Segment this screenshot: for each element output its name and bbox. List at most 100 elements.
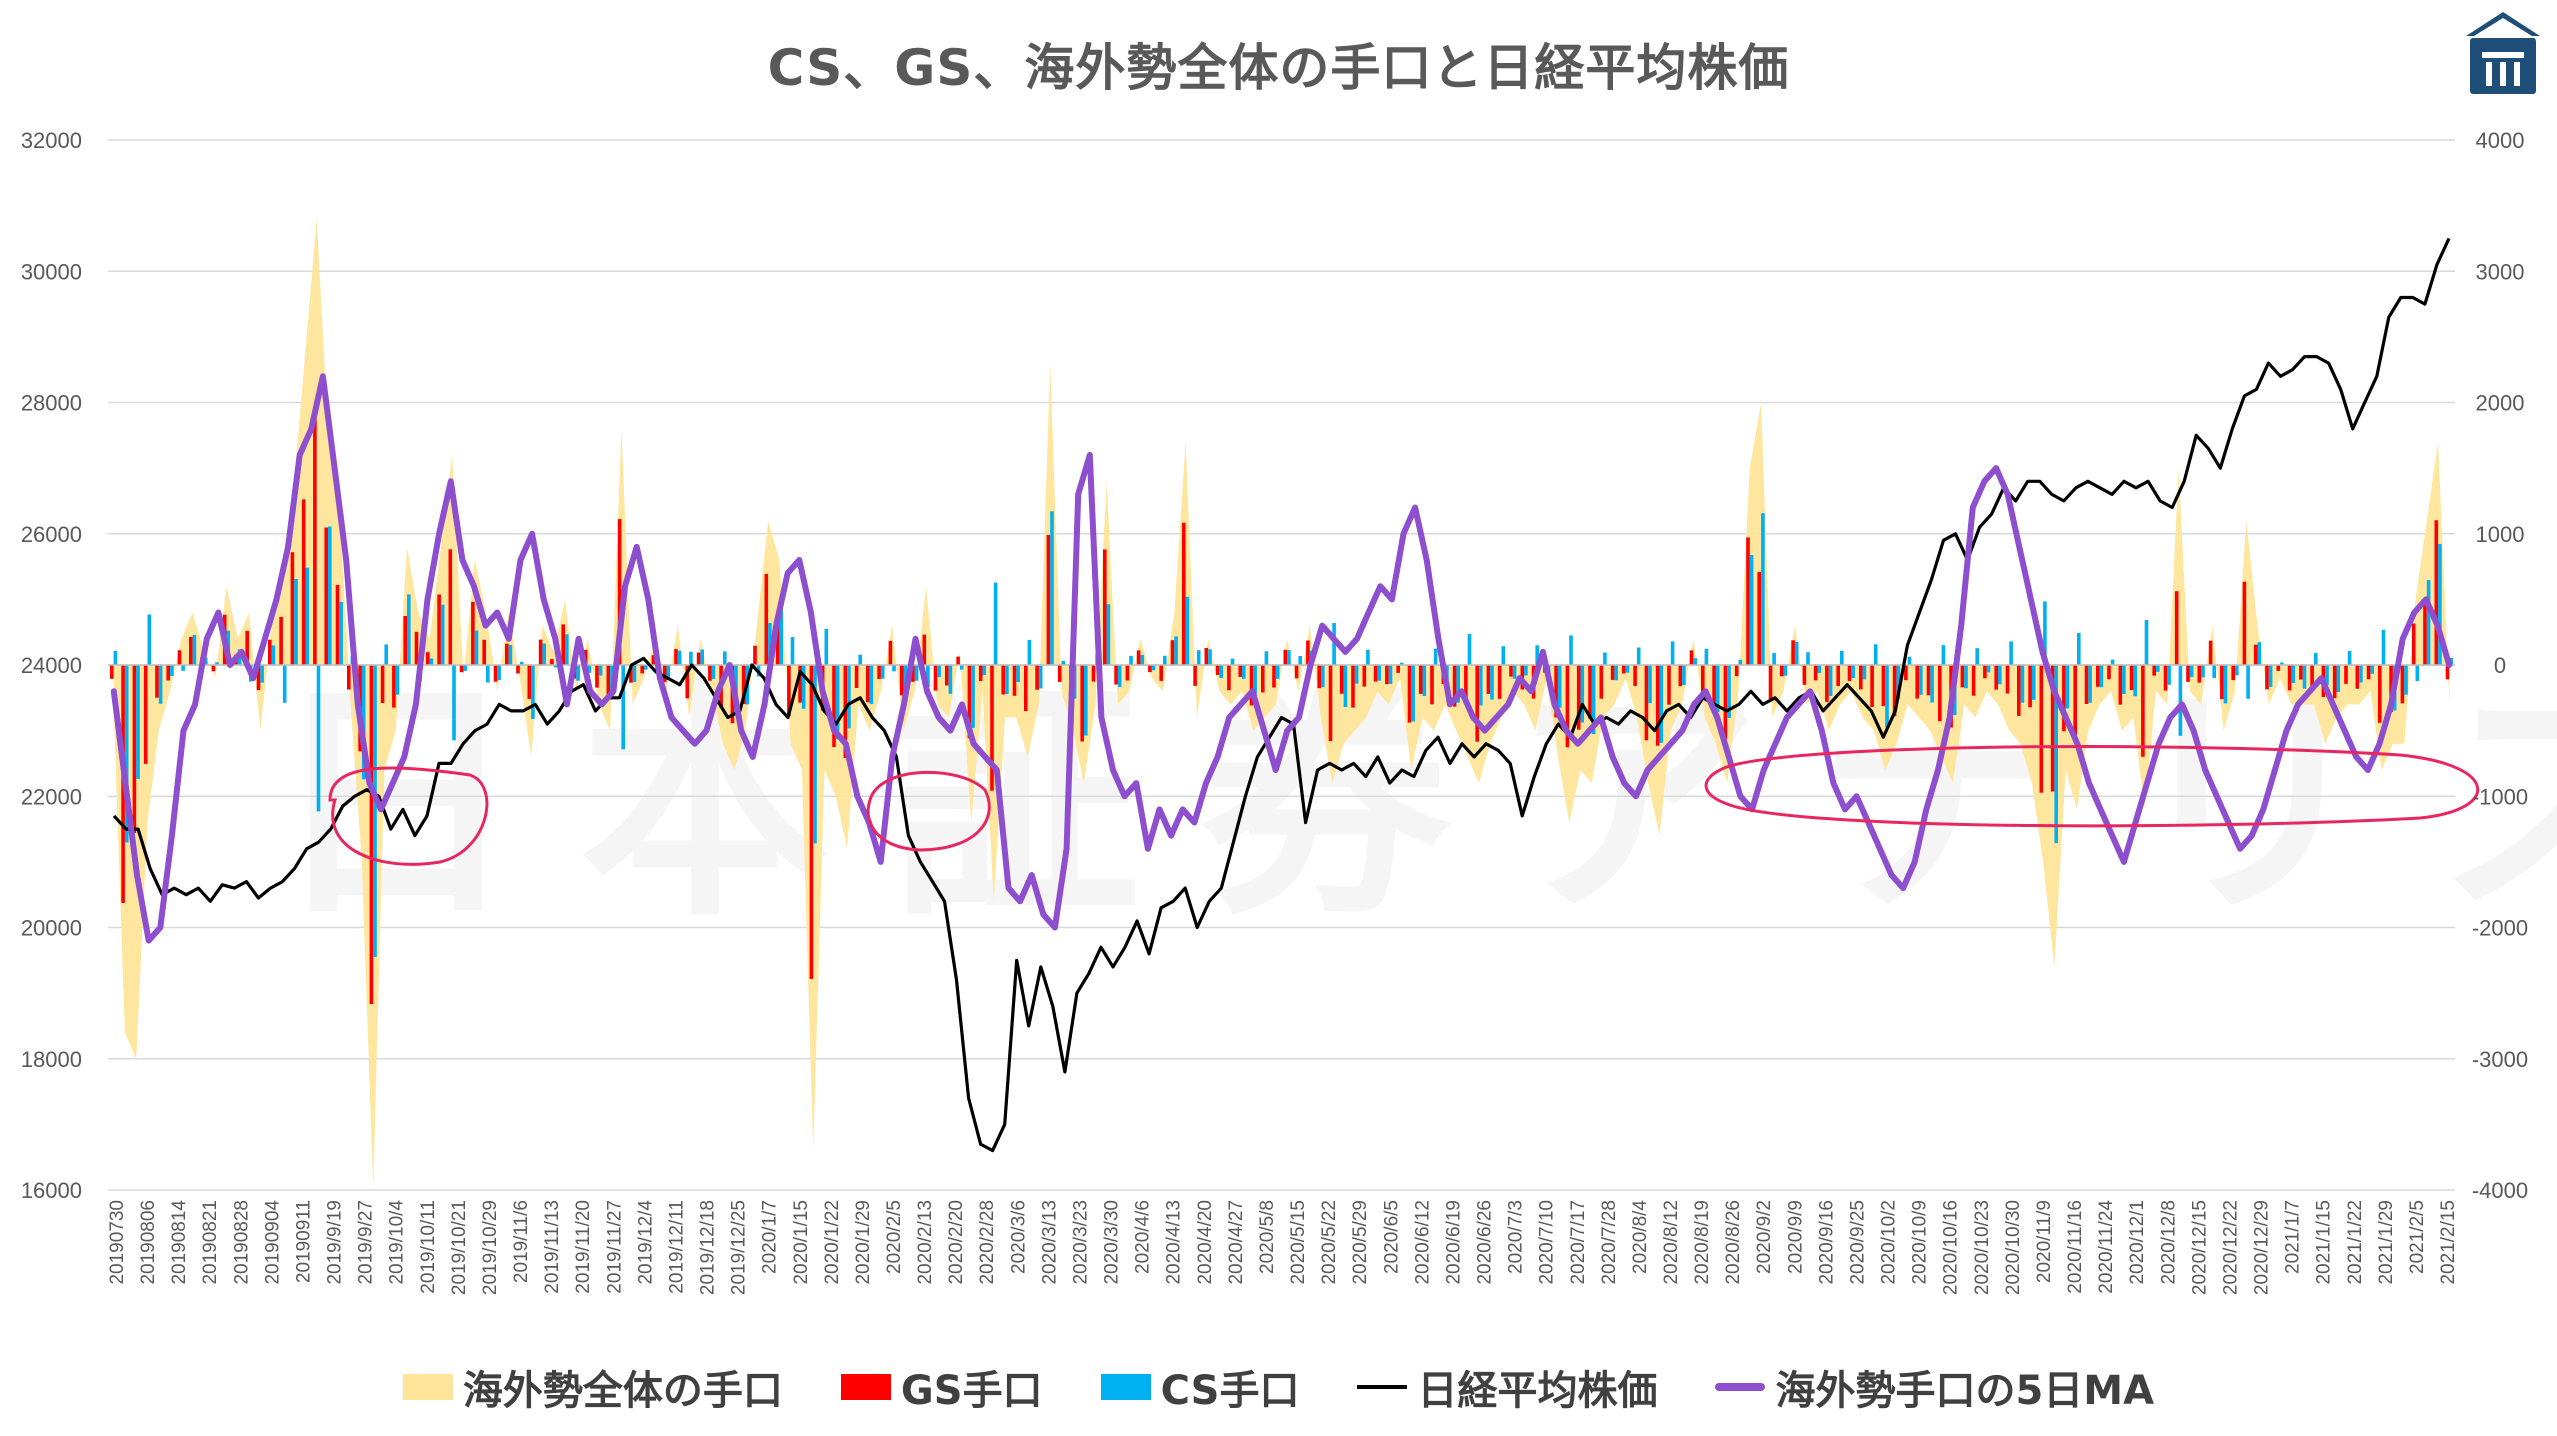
x-axis-ticks: 20190730 20190806 20190814 20190821 20190828… [107, 1200, 2459, 1296]
left-axis-tick-label: 28000 [21, 391, 82, 416]
cs-bar [1264, 651, 1269, 665]
gs-bar [1362, 665, 1367, 687]
gs-bar [189, 636, 193, 665]
gs-bar [1193, 665, 1197, 686]
gs-bar [426, 652, 430, 665]
left-axis-ticks: 16000 18000 20000 22000 24000 26000 28000 30000… [21, 128, 82, 1203]
cs-bar [463, 665, 467, 671]
gs-bar [437, 594, 441, 665]
gs-bar [832, 665, 836, 747]
cs-bar [1614, 665, 1618, 681]
gs-bar [606, 665, 611, 700]
gs-bar [1024, 665, 1028, 712]
cs-bar [2325, 665, 2329, 686]
cs-bar [1422, 665, 1427, 696]
cs-bar [1636, 647, 1641, 665]
gs-bar [132, 665, 137, 833]
cs-bar [1242, 665, 1246, 679]
cs-bar [2099, 665, 2104, 688]
cs-bar [993, 582, 998, 665]
cs-bar [328, 526, 332, 665]
cs-bar [553, 665, 558, 668]
gs-bar [1294, 665, 1299, 679]
gs-bar [1780, 665, 1784, 677]
left-axis-tick-label: 30000 [21, 259, 82, 284]
cs-bar [1196, 650, 1201, 665]
cs-bar [271, 645, 276, 665]
cs-bar [1433, 648, 1438, 665]
gs-bar [324, 527, 328, 665]
x-axis-tick-label: 2020/12/29 [2252, 1200, 2273, 1295]
legend-label: CS手口 [1160, 1368, 1300, 1414]
x-axis-tick-label: 2020/11/16 [2065, 1200, 2086, 1294]
cs-bar [1885, 665, 1889, 728]
gs-bar [1227, 665, 1231, 691]
x-axis-tick-label: 2020/2/28 [977, 1200, 998, 1285]
gs-bar [1159, 665, 1163, 681]
cs-bar [666, 665, 671, 680]
cs-bar [689, 651, 693, 665]
cs-bar [1275, 665, 1280, 679]
cs-bar [1321, 665, 1325, 688]
gs-bar [741, 665, 746, 704]
gs-bar [1486, 665, 1491, 694]
legend-item-ma: 海外勢手口の5日MA [1715, 1358, 2154, 1416]
gs-bar [1576, 665, 1581, 730]
nikkei-series-line [112, 237, 2451, 1153]
x-axis-tick-label: 2021/1/15 [2314, 1200, 2335, 1285]
cs-bar [1016, 665, 1020, 683]
cs-bar [2212, 665, 2216, 678]
legend-label: 日経平均株価 [1417, 1368, 1658, 1414]
x-axis-tick-label: 2020/1/22 [822, 1200, 843, 1285]
x-axis-tick-label: 2020/10/30 [2003, 1200, 2024, 1295]
legend-item-nikkei: 日経平均株価 [1357, 1358, 1657, 1416]
cs-bar [790, 637, 795, 665]
cs-bar [1896, 665, 1901, 699]
gs-bar [2423, 605, 2427, 665]
gs-bar [2152, 665, 2156, 676]
x-axis-tick-label: 2020/6/12 [1412, 1200, 1433, 1285]
gs-bar [2400, 665, 2405, 704]
right-axis-tick-label: -3000 [2472, 1047, 2528, 1072]
cs-bar [2347, 650, 2352, 665]
x-axis-tick-label: 20190821 [200, 1200, 221, 1285]
cs-bar [2031, 665, 2036, 700]
cs-bar [2404, 665, 2408, 695]
gs-bar [922, 634, 927, 665]
x-axis-tick-label: 2020/10/16 [1941, 1200, 1962, 1295]
cs-bar [1106, 604, 1111, 665]
gs-bar [809, 665, 814, 979]
gs-bar [516, 665, 520, 674]
x-axis-tick-label: 2020/10/23 [1972, 1200, 1993, 1295]
cs-bar [339, 601, 343, 665]
cs-bar [1749, 555, 1754, 665]
x-axis-tick-label: 2019/10/21 [449, 1200, 470, 1295]
x-axis-tick-label: 2020/12/1 [2127, 1200, 2148, 1285]
gs-bar [505, 643, 509, 665]
gs-bar [1881, 665, 1886, 706]
gs-bar [764, 573, 769, 665]
cs-bar [1005, 665, 1009, 695]
cs-bar [1084, 665, 1088, 736]
x-axis-tick-label: 2019/10/29 [480, 1200, 501, 1295]
x-axis-tick-label: 2020/10/9 [1910, 1200, 1931, 1285]
cs-bar [1400, 662, 1404, 665]
gs-bar [166, 665, 170, 681]
cs-bar [1512, 665, 1517, 679]
gs-bar [775, 621, 780, 665]
cs-bar [2438, 543, 2442, 665]
gs-bar [1317, 665, 1321, 689]
x-axis-tick-label: 20190904 [262, 1200, 283, 1285]
x-axis-tick-label: 2020/9/16 [1816, 1200, 1837, 1285]
x-axis-tick-label: 2019/10/4 [387, 1200, 408, 1285]
gs-bar [1633, 665, 1637, 686]
cs-bar [598, 665, 603, 676]
cs-bar [801, 665, 806, 709]
gs-bar [1351, 665, 1355, 708]
nikkei-line [112, 237, 2451, 1153]
x-axis-tick-label: 2021/1/7 [2283, 1200, 2304, 1274]
cs-bar [2122, 665, 2126, 694]
cs-bar [2246, 665, 2250, 699]
gs-bar [1012, 665, 1017, 696]
gs-bar [708, 665, 712, 681]
